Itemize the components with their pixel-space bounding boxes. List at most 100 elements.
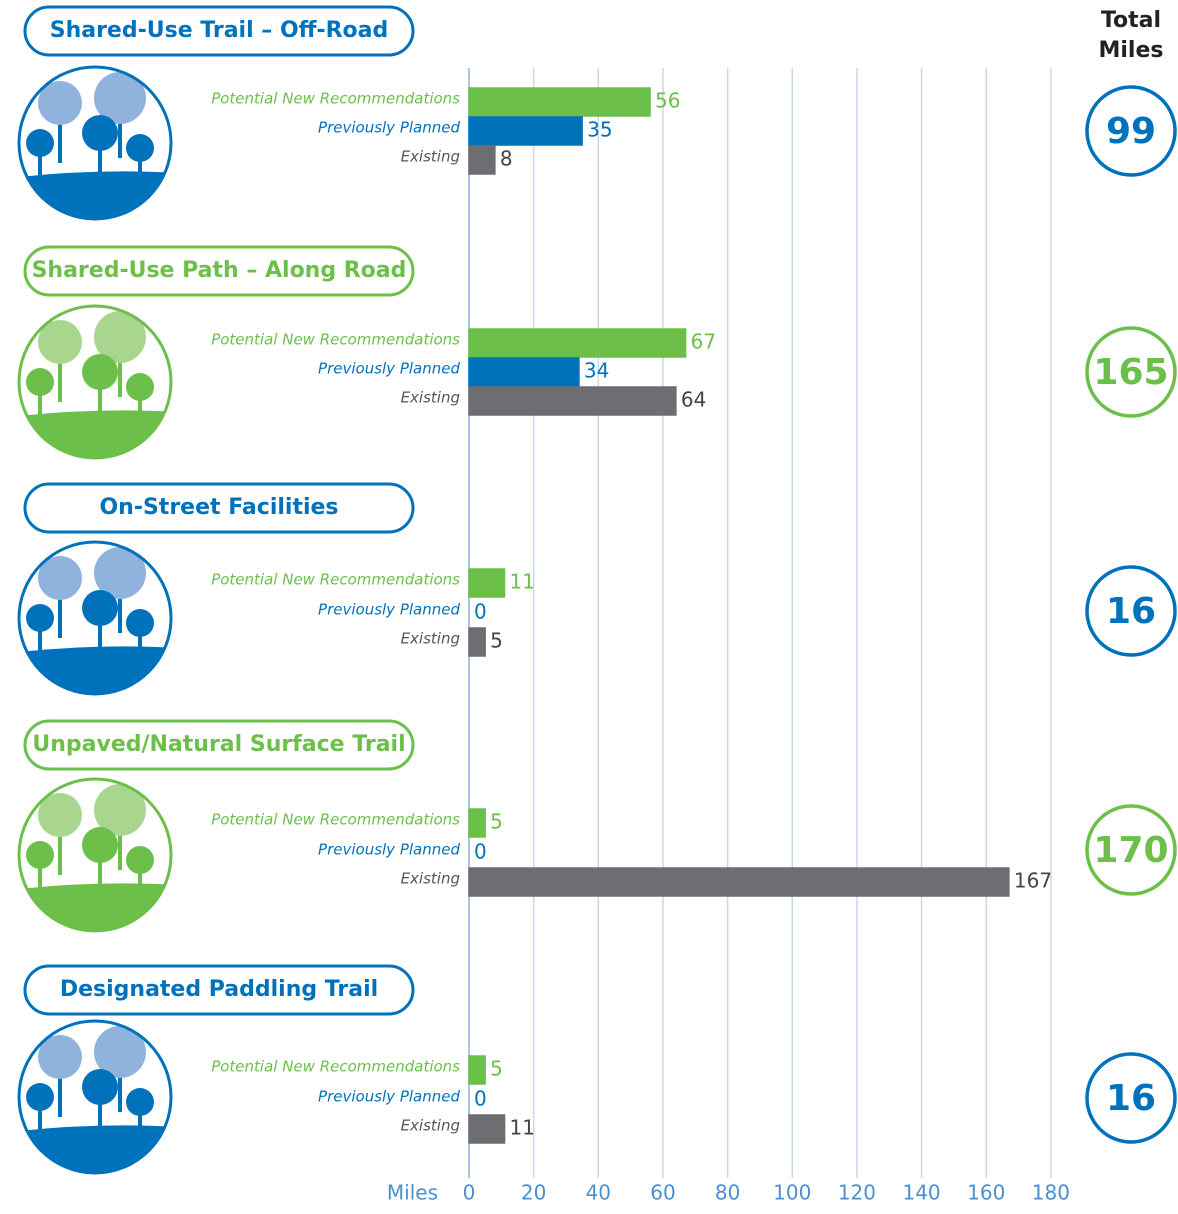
trunk xyxy=(98,1087,102,1147)
bar xyxy=(468,386,677,416)
tree xyxy=(38,81,82,125)
value-label: 5 xyxy=(490,810,503,834)
group-title: Shared-Use Path – Along Road xyxy=(32,258,407,283)
bar xyxy=(468,116,583,146)
row-label: Previously Planned xyxy=(318,841,460,859)
ground xyxy=(19,410,171,458)
row-label: Previously Planned xyxy=(318,1088,460,1106)
bar xyxy=(468,357,580,387)
icon-ring xyxy=(17,777,173,933)
row-label: Potential New Recommendations xyxy=(211,90,460,108)
tree xyxy=(26,604,54,632)
value-label: 56 xyxy=(655,89,680,113)
group-title: Shared-Use Trail – Off-Road xyxy=(50,18,389,43)
tree xyxy=(26,368,54,396)
total-value: 165 xyxy=(1093,352,1168,393)
tree xyxy=(26,1083,54,1111)
x-tick-label: 60 xyxy=(650,1181,675,1205)
bar xyxy=(468,87,651,117)
bar xyxy=(468,627,486,657)
row-label: Previously Planned xyxy=(318,601,460,619)
tree xyxy=(94,1026,146,1078)
group-pill xyxy=(23,5,415,57)
trunk xyxy=(118,1052,122,1112)
group-title: Unpaved/Natural Surface Trail xyxy=(32,732,405,757)
group-pill xyxy=(23,719,415,771)
ground xyxy=(19,171,171,219)
value-label: 0 xyxy=(474,1087,487,1111)
trunk xyxy=(58,103,62,163)
trunk xyxy=(38,1097,42,1157)
value-label: 0 xyxy=(474,840,487,864)
trunk xyxy=(58,1057,62,1117)
tree xyxy=(82,1069,118,1105)
bar xyxy=(468,1114,506,1144)
value-label: 67 xyxy=(691,330,716,354)
trunk xyxy=(118,337,122,397)
ground xyxy=(19,1125,171,1173)
x-axis-label: Miles xyxy=(387,1181,438,1205)
tree xyxy=(82,827,118,863)
value-label: 34 xyxy=(584,359,609,383)
tree xyxy=(126,373,154,401)
value-label: 0 xyxy=(474,600,487,624)
x-tick-label: 180 xyxy=(1032,1181,1070,1205)
icon-ring xyxy=(17,65,173,221)
tree xyxy=(26,129,54,157)
trunk xyxy=(118,98,122,158)
totals-title: Total Miles xyxy=(1098,8,1164,63)
total-value: 99 xyxy=(1106,111,1156,152)
value-label: 35 xyxy=(587,118,612,142)
row-label: Previously Planned xyxy=(318,119,460,137)
trunk xyxy=(98,845,102,905)
row-label: Existing xyxy=(401,630,460,648)
tree xyxy=(126,846,154,874)
trunk xyxy=(98,608,102,668)
x-tick-label: 0 xyxy=(463,1181,476,1205)
tree xyxy=(94,547,146,599)
bar xyxy=(468,867,1010,897)
x-tick-label: 80 xyxy=(715,1181,740,1205)
group-pill xyxy=(23,245,415,297)
x-tick-label: 20 xyxy=(521,1181,546,1205)
tree xyxy=(38,793,82,837)
x-tick-label: 100 xyxy=(773,1181,811,1205)
trunk xyxy=(118,573,122,633)
row-label: Existing xyxy=(401,389,460,407)
bar xyxy=(468,808,486,838)
x-tick-label: 120 xyxy=(838,1181,876,1205)
group-pill xyxy=(23,964,415,1016)
value-label: 8 xyxy=(500,147,513,171)
trunk xyxy=(38,855,42,915)
tree xyxy=(126,1088,154,1116)
total-value: 170 xyxy=(1093,830,1168,871)
row-label: Existing xyxy=(401,870,460,888)
trunk xyxy=(58,342,62,402)
trunk xyxy=(118,810,122,870)
trunk xyxy=(38,382,42,442)
trunk xyxy=(38,143,42,203)
tree xyxy=(126,134,154,162)
value-label: 5 xyxy=(490,1057,503,1081)
trunk xyxy=(98,133,102,193)
icon-ring xyxy=(17,1019,173,1175)
total-ring xyxy=(1085,565,1177,657)
group-title: On-Street Facilities xyxy=(99,495,338,520)
tree xyxy=(94,784,146,836)
tree xyxy=(94,72,146,124)
tree xyxy=(38,556,82,600)
trunk xyxy=(58,578,62,638)
bar xyxy=(468,1055,486,1085)
trunk xyxy=(98,372,102,432)
bar xyxy=(468,145,496,175)
x-tick-label: 140 xyxy=(902,1181,940,1205)
value-label: 11 xyxy=(510,1116,535,1140)
trunk xyxy=(38,618,42,678)
row-label: Existing xyxy=(401,148,460,166)
tree xyxy=(126,609,154,637)
ground xyxy=(19,646,171,694)
icon-ring xyxy=(17,304,173,460)
value-label: 167 xyxy=(1014,869,1052,893)
total-value: 16 xyxy=(1106,1078,1156,1119)
